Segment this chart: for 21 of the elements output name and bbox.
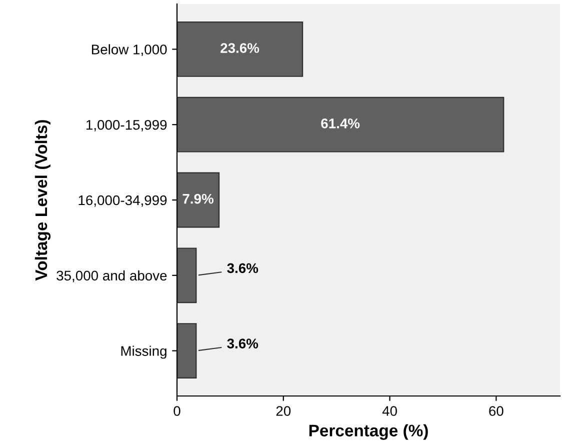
bar (177, 323, 197, 378)
data-label: 3.6% (227, 338, 258, 348)
bar (177, 248, 197, 304)
bar (177, 172, 220, 228)
data-label: 61.4% (321, 118, 360, 128)
bar (177, 22, 304, 77)
data-label: 3.6% (227, 263, 258, 274)
data-label: 23.6% (220, 43, 260, 53)
y-tick-label: 35,000 and above (56, 270, 167, 282)
data-label: 7.9% (182, 194, 214, 204)
bar (177, 96, 504, 152)
y-tick-label: 1,000-15,999 (86, 120, 167, 132)
x-axis-title: Percentage (%) (309, 424, 428, 440)
y-tick-label: Below 1,000 (92, 44, 167, 56)
x-tick-label: 40 (382, 406, 397, 416)
y-tick-label: Missing (121, 346, 166, 359)
x-tick-label: 20 (276, 406, 291, 416)
y-tick-label: 16,000-34,999 (78, 195, 167, 207)
x-tick-label: 0 (174, 406, 180, 416)
x-tick-label: 60 (489, 406, 504, 416)
y-axis-title: Voltage Level (Volts) (34, 120, 51, 281)
